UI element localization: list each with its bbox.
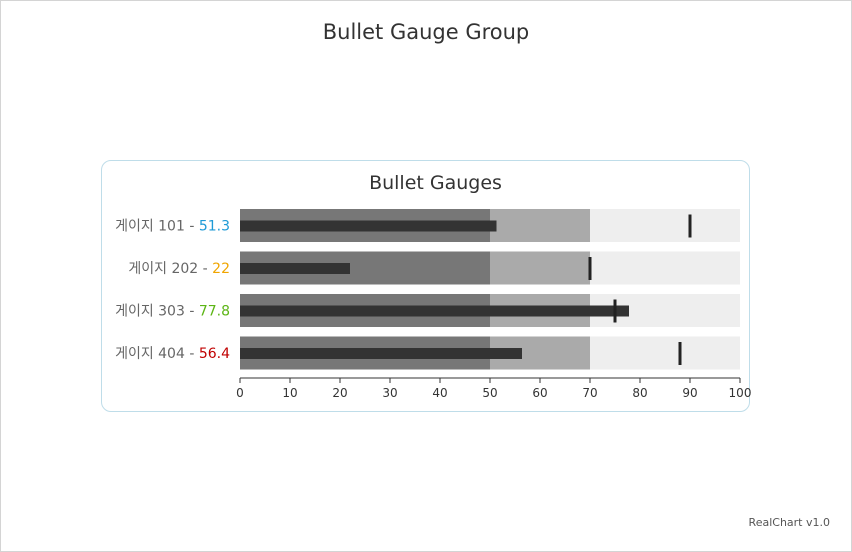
gauge-label: 게이지 101 - 51.3	[115, 219, 230, 235]
axis-tick-label: 100	[729, 386, 752, 400]
gauge-target-marker	[613, 299, 617, 323]
axis-tick-label: 40	[432, 386, 447, 400]
gauge-group-title: Bullet Gauges	[369, 172, 502, 194]
gauge-label: 게이지 404 - 56.4	[115, 346, 230, 362]
gauge-target-marker	[588, 257, 592, 280]
gauge-label: 게이지 303 - 77.8	[115, 304, 230, 320]
gauge-target-marker	[678, 342, 682, 365]
axis-tick-label: 0	[236, 386, 244, 400]
gauge-value-bar	[240, 220, 497, 232]
gauge-band-3	[590, 336, 740, 370]
gauge-band-3	[590, 209, 740, 242]
axis-tick-label: 20	[332, 386, 347, 400]
credits-label[interactable]: RealChart v1.0	[748, 516, 830, 529]
axis-tick-label: 30	[382, 386, 397, 400]
axis-tick-label: 10	[282, 386, 297, 400]
axis-tick-label: 80	[632, 386, 647, 400]
gauge-band-3	[590, 251, 740, 285]
axis-tick-label: 60	[532, 386, 547, 400]
gauge-label: 게이지 202 - 22	[128, 261, 230, 277]
gauge-band-2	[490, 251, 590, 285]
gauge-target-marker	[688, 214, 692, 238]
axis-tick-label: 50	[482, 386, 497, 400]
gauge-value-bar	[240, 263, 350, 274]
gauge-value-bar	[240, 348, 522, 359]
gauge-group-panel	[101, 160, 750, 412]
axis-tick-label: 90	[682, 386, 697, 400]
gauge-band-2	[490, 209, 590, 242]
axis-tick-label: 70	[582, 386, 597, 400]
chart-title: Bullet Gauge Group	[322, 20, 530, 44]
gauge-value-bar	[240, 305, 629, 317]
